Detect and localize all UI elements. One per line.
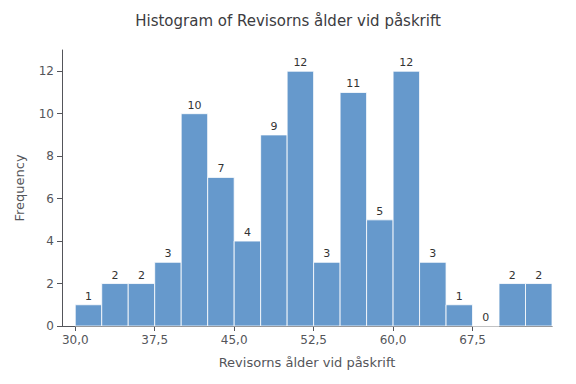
svg-text:37,5: 37,5 xyxy=(141,333,168,347)
svg-text:3: 3 xyxy=(429,247,436,260)
svg-text:10: 10 xyxy=(187,99,201,112)
svg-text:30,0: 30,0 xyxy=(62,333,89,347)
svg-text:8: 8 xyxy=(46,149,54,163)
svg-text:2: 2 xyxy=(138,269,145,282)
svg-text:3: 3 xyxy=(164,247,171,260)
svg-text:Histogram of Revisorns ålder v: Histogram of Revisorns ålder vid påskrif… xyxy=(135,12,441,30)
svg-text:2: 2 xyxy=(535,269,542,282)
svg-text:3: 3 xyxy=(323,247,330,260)
svg-text:2: 2 xyxy=(46,277,54,291)
svg-text:10: 10 xyxy=(39,107,54,121)
svg-text:9: 9 xyxy=(270,120,277,133)
svg-text:Frequency: Frequency xyxy=(12,154,27,221)
svg-text:1: 1 xyxy=(456,290,463,303)
svg-text:1: 1 xyxy=(85,290,92,303)
svg-text:0: 0 xyxy=(482,311,489,324)
svg-text:67,5: 67,5 xyxy=(459,333,486,347)
svg-text:2: 2 xyxy=(111,269,118,282)
svg-text:7: 7 xyxy=(217,162,224,175)
svg-text:Revisorns ålder vid påskrift: Revisorns ålder vid påskrift xyxy=(219,355,396,370)
svg-text:4: 4 xyxy=(244,226,251,239)
svg-text:12: 12 xyxy=(39,64,54,78)
svg-text:12: 12 xyxy=(293,56,307,69)
svg-text:12: 12 xyxy=(399,56,413,69)
svg-text:2: 2 xyxy=(509,269,516,282)
svg-text:6: 6 xyxy=(46,192,54,206)
svg-text:4: 4 xyxy=(46,234,54,248)
svg-text:45,0: 45,0 xyxy=(221,333,248,347)
svg-text:60,0: 60,0 xyxy=(380,333,407,347)
svg-text:52,5: 52,5 xyxy=(300,333,327,347)
svg-text:5: 5 xyxy=(376,205,383,218)
svg-text:11: 11 xyxy=(346,77,360,90)
svg-text:0: 0 xyxy=(46,319,54,333)
